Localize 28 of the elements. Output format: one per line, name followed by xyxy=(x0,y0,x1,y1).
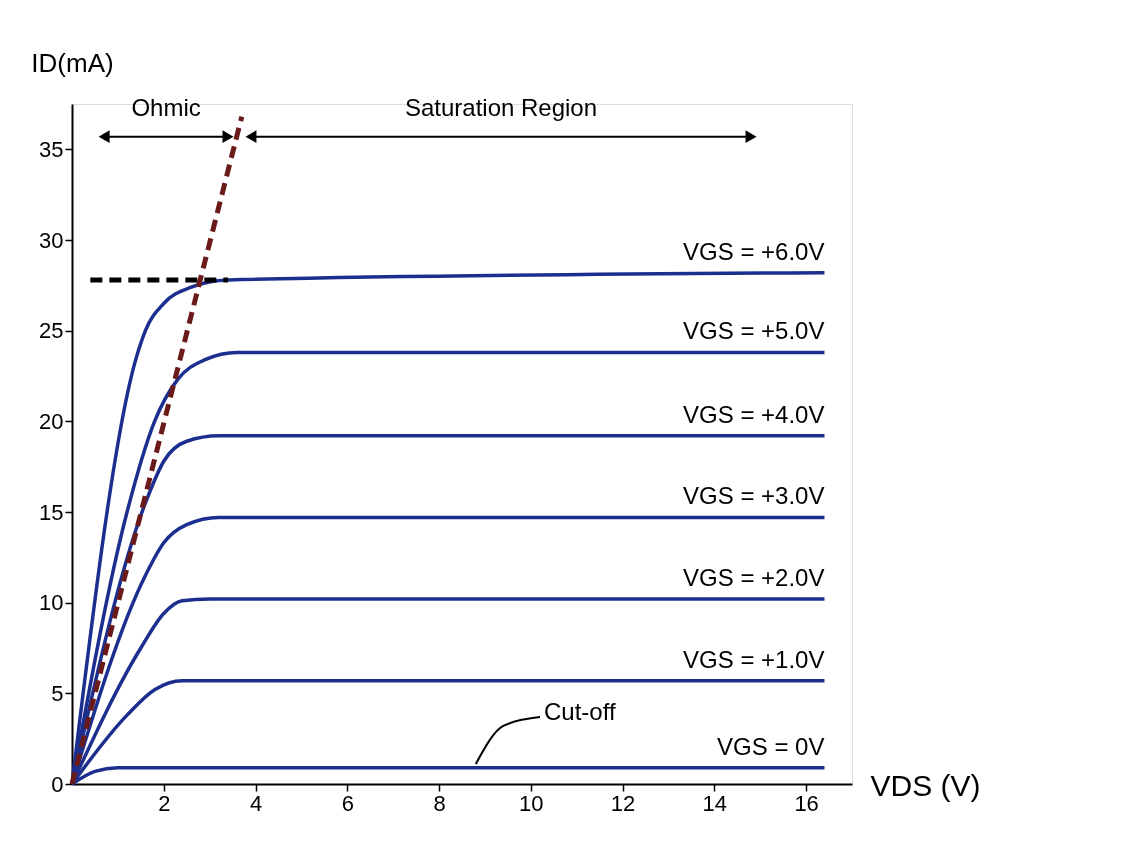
y-tick-label: 10 xyxy=(39,590,64,616)
series-label: VGS = +2.0V xyxy=(683,564,825,592)
series-label: VGS = +3.0V xyxy=(683,482,825,510)
series-label: VGS = +6.0V xyxy=(683,237,825,265)
x-tick-label: 6 xyxy=(341,790,354,816)
x-tick-label: 14 xyxy=(702,790,728,816)
y-tick-label: 25 xyxy=(39,318,64,344)
x-tick-label: 4 xyxy=(249,790,263,816)
y-axis-title: ID(mA) xyxy=(31,47,114,78)
x-tick-label: 8 xyxy=(433,790,446,816)
y-tick-label: 0 xyxy=(51,771,64,797)
y-tick-label: 15 xyxy=(39,499,64,525)
x-tick-label: 12 xyxy=(610,790,636,816)
x-tick-label: 10 xyxy=(519,790,544,816)
y-tick-label: 5 xyxy=(51,680,64,706)
series-label: VGS = 0V xyxy=(717,732,825,760)
y-tick-label: 35 xyxy=(39,136,64,162)
annotation: Saturation Region xyxy=(404,93,598,121)
annotation: Ohmic xyxy=(131,93,201,121)
series-label: VGS = +4.0V xyxy=(683,400,825,428)
series-label: VGS = +1.0V xyxy=(683,645,825,673)
y-tick-label: 30 xyxy=(39,227,64,253)
series-label: VGS = +5.0V xyxy=(683,317,825,345)
x-tick-label: 16 xyxy=(794,790,819,816)
x-tick-label: 2 xyxy=(158,790,171,816)
y-tick-label: 20 xyxy=(39,408,64,434)
annotation: Cut-off xyxy=(544,697,616,725)
x-axis-title: VDS (V) xyxy=(870,768,981,802)
